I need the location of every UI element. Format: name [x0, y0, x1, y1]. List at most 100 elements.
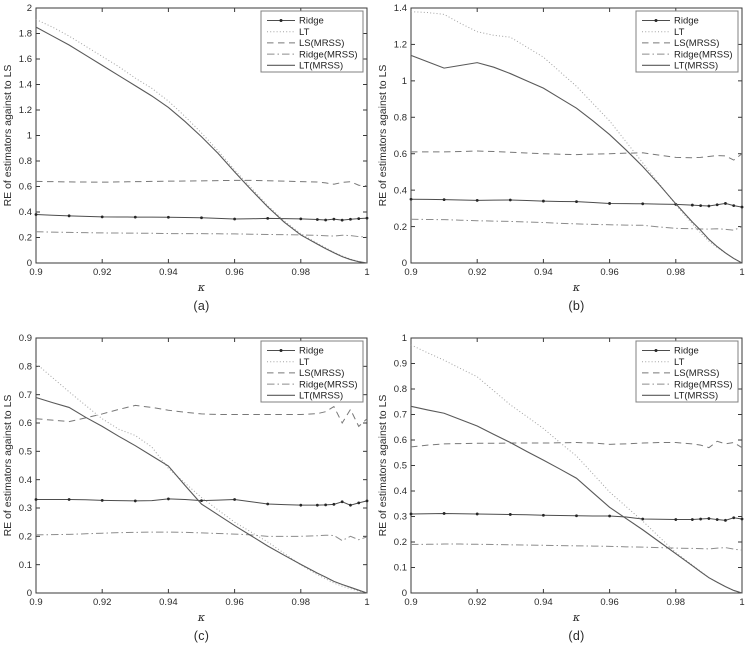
x-tick-label: 0.98: [292, 267, 311, 278]
y-tick-label: 1: [27, 131, 32, 142]
plot-c-canvas: 0.9 0.92 0.94 0.96 0.98 1 0 0.1 0.2 0.3 0.4 0.5 0.6 0…: [2, 333, 370, 624]
series-marker-Ridge: [442, 198, 446, 202]
x-tick-label: 0.96: [225, 267, 244, 278]
x-tick-label: 0.92: [468, 267, 487, 278]
legend-label: LS(MRSS): [674, 368, 719, 379]
y-tick-label: 0.1: [19, 560, 32, 571]
y-tick-label: 1.2: [394, 40, 407, 51]
y-tick-label: 0.6: [394, 435, 407, 446]
y-tick-label: 1.4: [19, 80, 32, 91]
y-tick-label: 0.6: [19, 182, 32, 193]
series-marker-Ridge: [707, 517, 711, 520]
series-marker-Ridge: [641, 517, 645, 521]
y-tick-label: 0.4: [394, 185, 407, 196]
series-marker-Ridge: [575, 514, 578, 518]
legend-label: Ridge(MRSS): [299, 49, 358, 60]
y-tick-label: 0.1: [394, 563, 407, 574]
series-marker-Ridge: [332, 502, 336, 506]
x-tick-label: 0.92: [468, 597, 487, 608]
subplot-b-caption: (b): [568, 299, 585, 313]
series-marker-Ridge: [575, 200, 578, 204]
series-marker-Ridge: [475, 198, 479, 202]
legend-label: LT: [674, 357, 685, 368]
x-tick-label: 0.9: [404, 597, 417, 608]
series-marker-Ridge: [357, 217, 361, 221]
series-marker-Ridge: [332, 217, 336, 221]
series-marker-Ridge: [133, 499, 137, 503]
legend-label: Ridge(MRSS): [674, 379, 733, 390]
y-tick-label: 0.6: [394, 149, 407, 160]
series-marker-Ridge: [233, 498, 237, 501]
legend-label: LT(MRSS): [299, 391, 343, 402]
y-tick-label: 0.4: [19, 475, 32, 486]
series-marker-Ridge: [442, 512, 446, 515]
legend-label: LT: [299, 27, 310, 38]
x-tick-label: 0.96: [600, 597, 619, 608]
series-marker-Ridge: [740, 517, 744, 521]
series-marker-Ridge: [299, 503, 303, 507]
series-line-Ridge(MRSS): [35, 231, 368, 238]
legend-marker-sample: [654, 349, 658, 352]
x-tick-label: 0.94: [159, 267, 178, 278]
series-marker-Ridge: [699, 204, 703, 208]
series-marker-Ridge: [365, 499, 369, 503]
y-tick-label: 0.3: [19, 503, 32, 514]
legend-label: LT(MRSS): [674, 61, 718, 72]
series-marker-Ridge: [740, 205, 744, 209]
series-marker-Ridge: [100, 215, 104, 219]
series-line-LT(MRSS): [410, 54, 743, 264]
legend-box: [635, 340, 739, 403]
legend-label: Ridge: [299, 16, 324, 27]
legend-marker-sample: [279, 349, 283, 352]
y-tick-label: 1.6: [19, 54, 32, 65]
series-marker-Ridge: [324, 503, 328, 507]
y-tick-label: 0.8: [19, 156, 32, 167]
series-line-LT(MRSS): [35, 396, 368, 594]
series-line-Ridge(MRSS): [410, 543, 743, 551]
y-tick-label: 0.9: [394, 359, 407, 370]
x-tick-label: 0.96: [225, 597, 244, 608]
series-marker-Ridge: [608, 202, 611, 205]
legend-label: LT: [674, 27, 685, 38]
x-tick-label: 0.98: [667, 597, 686, 608]
series-marker-Ridge: [732, 204, 736, 208]
subplot-c-caption: (c): [193, 629, 210, 643]
series-marker-Ridge: [324, 218, 328, 222]
y-tick-label: 0.6: [19, 418, 32, 429]
subplot-d-caption: (d): [568, 629, 585, 643]
y-tick-label: 0: [27, 588, 32, 599]
series-marker-Ridge: [67, 214, 71, 218]
x-axis-label: κ: [572, 281, 581, 294]
series-marker-Ridge: [315, 503, 319, 507]
series-line-LS(MRSS): [35, 404, 368, 428]
y-tick-label: 0: [402, 258, 407, 269]
x-tick-label: 0.94: [159, 597, 178, 608]
x-tick-label: 0.9: [29, 267, 42, 278]
series-marker-Ridge: [715, 518, 719, 521]
legend-box: [260, 10, 364, 73]
series-marker-Ridge: [100, 498, 104, 502]
series-marker-Ridge: [299, 217, 303, 221]
legend-label: LT(MRSS): [299, 61, 343, 72]
plot-frame: [410, 7, 743, 264]
y-axis-label: RE of estimators against to LS: [377, 395, 389, 537]
subplot-a: 0.9 0.92 0.94 0.96 0.98 1 0 0.2 0.4 0.6 0.8 1 1.2 1.4…: [0, 0, 375, 330]
legend-label: Ridge: [674, 16, 699, 27]
x-axis-label: κ: [197, 611, 206, 624]
series-marker-Ridge: [34, 213, 38, 216]
y-tick-label: 0.4: [394, 486, 407, 497]
x-tick-label: 0.96: [600, 267, 619, 278]
plot-d-canvas: 0.9 0.92 0.94 0.96 0.98 1 0 0.1 0.2 0.3 0.4 0.5 0.6 0…: [377, 333, 745, 624]
legend-label: LS(MRSS): [299, 368, 344, 379]
series-marker-Ridge: [724, 202, 727, 205]
series-marker-Ridge: [67, 498, 71, 501]
series-marker-Ridge: [690, 518, 694, 521]
x-tick-label: 1: [364, 597, 369, 608]
legend-label: LT: [299, 357, 310, 368]
series-marker-Ridge: [349, 217, 352, 221]
y-tick-label: 0.2: [394, 537, 407, 548]
x-tick-label: 1: [364, 267, 369, 278]
series-marker-Ridge: [200, 216, 203, 220]
